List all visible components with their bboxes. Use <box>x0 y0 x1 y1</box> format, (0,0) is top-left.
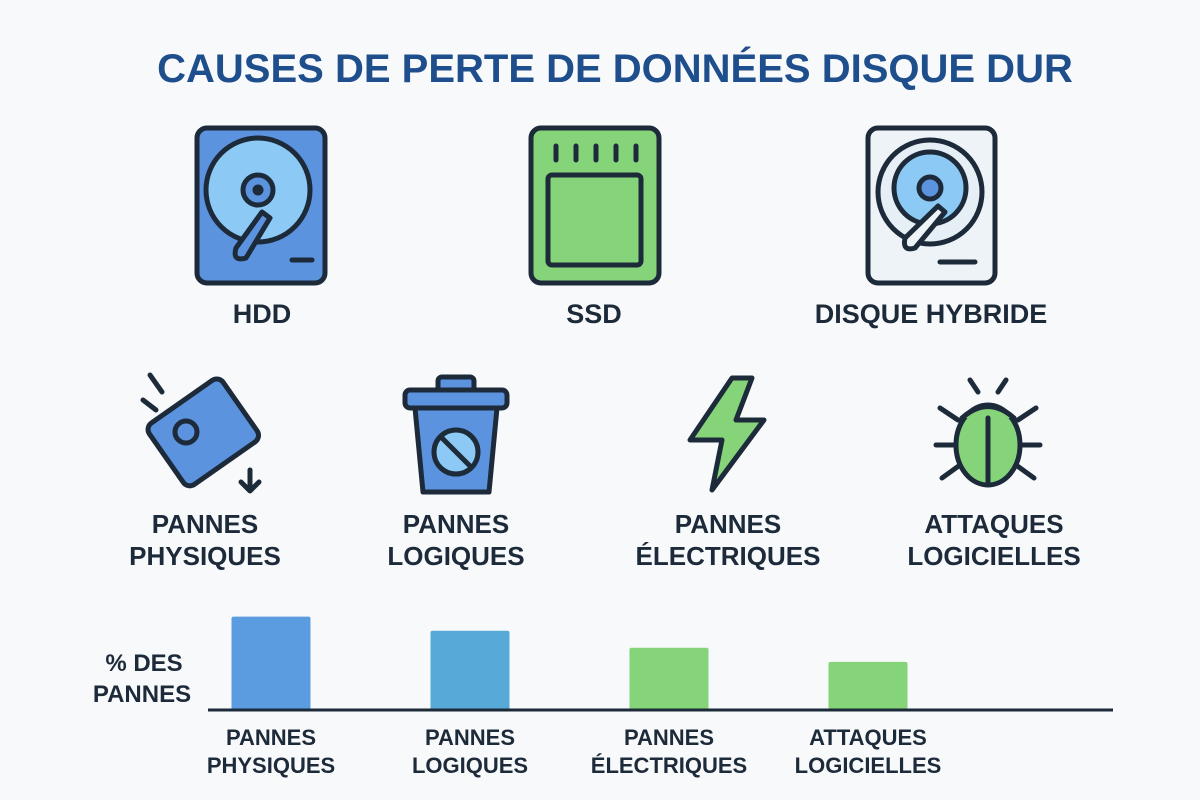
cause-label: LOGIQUES <box>387 541 524 571</box>
cause-label: PANNES <box>403 509 509 539</box>
electric-icon <box>687 375 767 493</box>
hybrid-icon <box>865 125 998 286</box>
x-tick-label: PANNES <box>425 725 515 750</box>
bar <box>828 661 908 710</box>
drive-label: DISQUE HYBRIDE <box>815 299 1048 329</box>
x-tick-label: PANNES <box>226 725 316 750</box>
cause-label: PANNES <box>152 509 258 539</box>
bar-chart: PANNES PHYSIQUES PANNES LOGIQUES PANNES ÉLECT… <box>207 616 942 778</box>
physical-icon <box>140 372 262 494</box>
bar <box>629 647 709 710</box>
x-tick-label: LOGICIELLES <box>795 753 942 778</box>
cause-label: ATTAQUES <box>924 509 1063 539</box>
cause-label: LOGICIELLES <box>907 541 1080 571</box>
y-label: % DES <box>105 650 182 677</box>
drive-label: SSD <box>566 299 622 329</box>
logical-icon <box>402 374 510 495</box>
x-tick-label: ÉLECTRIQUES <box>591 753 747 778</box>
bar <box>231 616 311 710</box>
cause-label: PHYSIQUES <box>129 541 281 571</box>
x-tick-label: ATTAQUES <box>809 725 927 750</box>
x-tick-label: PHYSIQUES <box>207 753 335 778</box>
cause-labels: PANNES PHYSIQUES PANNES LOGIQUES PANNES … <box>129 509 1081 571</box>
drive-label: HDD <box>233 299 292 329</box>
cause-label: PANNES <box>675 509 781 539</box>
bug-icon <box>933 377 1043 488</box>
cause-label: ÉLECTRIQUES <box>636 541 821 571</box>
title: CAUSES DE PERTE DE DONNÉES DISQUE DUR <box>157 46 1073 91</box>
hdd-icon <box>194 125 328 286</box>
bar <box>430 630 510 710</box>
ssd-icon <box>528 125 662 286</box>
x-tick-label: LOGIQUES <box>412 753 528 778</box>
y-label: PANNES <box>93 681 191 708</box>
x-tick-label: PANNES <box>624 725 714 750</box>
